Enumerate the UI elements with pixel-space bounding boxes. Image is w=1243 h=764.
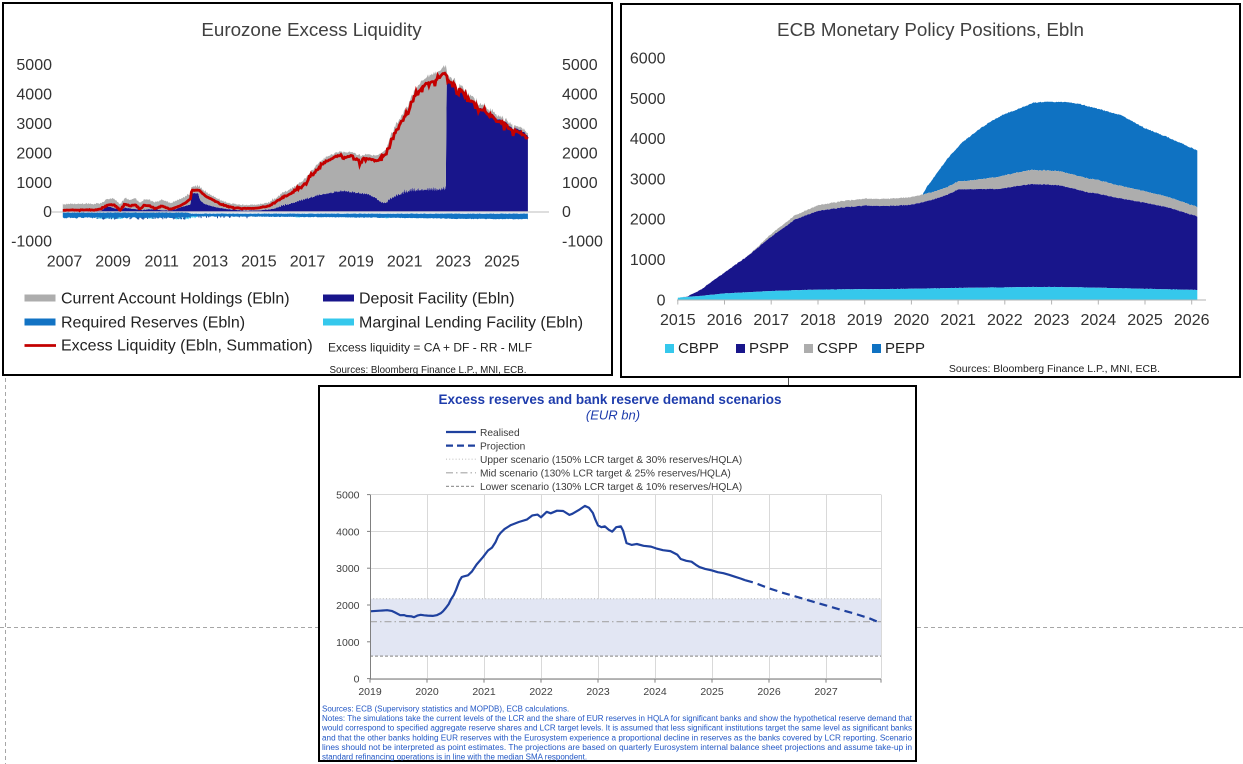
svg-text:2009: 2009 [95, 254, 131, 271]
svg-text:Excess liquidity = CA + DF - R: Excess liquidity = CA + DF - RR - MLF [328, 341, 532, 355]
svg-text:2026: 2026 [1174, 312, 1210, 329]
svg-text:Marginal Lending Facility (Ebl: Marginal Lending Facility (Ebln) [359, 315, 583, 332]
svg-text:5000: 5000 [336, 490, 360, 502]
svg-text:2024: 2024 [1081, 312, 1117, 329]
svg-text:2007: 2007 [47, 254, 83, 271]
svg-text:2021: 2021 [387, 254, 423, 271]
svg-text:1000: 1000 [562, 175, 598, 192]
svg-text:2019: 2019 [358, 686, 382, 698]
svg-text:2023: 2023 [436, 254, 472, 271]
svg-text:5000: 5000 [16, 57, 52, 74]
svg-text:1000: 1000 [630, 252, 666, 269]
svg-text:Deposit Facility (Ebln): Deposit Facility (Ebln) [359, 291, 515, 308]
svg-text:Mid scenario (130% LCR target: Mid scenario (130% LCR target & 25% rese… [480, 469, 731, 480]
svg-text:Required Reserves (Ebln): Required Reserves (Ebln) [61, 315, 245, 332]
svg-text:2017: 2017 [753, 312, 789, 329]
svg-text:2019: 2019 [847, 312, 883, 329]
svg-text:and that the other banks holdi: and that the other banks holding EUR res… [322, 733, 913, 742]
svg-text:2024: 2024 [643, 686, 667, 698]
svg-text:2000: 2000 [562, 145, 598, 162]
svg-text:2000: 2000 [630, 212, 666, 229]
svg-text:4000: 4000 [16, 87, 52, 104]
svg-text:2015: 2015 [660, 312, 696, 329]
svg-text:2021: 2021 [472, 686, 496, 698]
svg-text:Sources: Bloomberg Finance L.P: Sources: Bloomberg Finance L.P., MNI, EC… [330, 365, 527, 376]
svg-text:2013: 2013 [193, 254, 229, 271]
svg-text:2025: 2025 [1127, 312, 1163, 329]
svg-text:3000: 3000 [562, 116, 598, 133]
svg-text:ECB Monetary Policy Positions,: ECB Monetary Policy Positions, Ebln [777, 19, 1084, 40]
svg-text:(EUR bn): (EUR bn) [586, 408, 640, 423]
svg-text:2019: 2019 [338, 254, 374, 271]
svg-text:1000: 1000 [16, 175, 52, 192]
svg-text:Upper scenario (150% LCR targe: Upper scenario (150% LCR target & 30% re… [480, 455, 742, 466]
svg-text:CBPP: CBPP [678, 340, 719, 357]
svg-text:PSPP: PSPP [749, 340, 789, 357]
svg-text:2018: 2018 [800, 312, 836, 329]
svg-text:Excess reserves and bank reser: Excess reserves and bank reserve demand … [439, 392, 782, 407]
svg-text:Realised: Realised [480, 428, 520, 439]
svg-text:6000: 6000 [630, 51, 666, 68]
svg-text:PEPP: PEPP [885, 340, 925, 357]
svg-text:2027: 2027 [814, 686, 838, 698]
svg-text:2022: 2022 [987, 312, 1023, 329]
svg-text:2000: 2000 [16, 145, 52, 162]
svg-text:3000: 3000 [16, 116, 52, 133]
svg-text:Notes: The simulations take th: Notes: The simulations take the current … [322, 714, 913, 723]
svg-text:0: 0 [43, 204, 52, 221]
svg-text:0: 0 [657, 292, 666, 309]
svg-text:Eurozone Excess Liquidity: Eurozone Excess Liquidity [201, 19, 422, 40]
svg-text:2016: 2016 [707, 312, 743, 329]
svg-text:3000: 3000 [630, 171, 666, 188]
svg-text:would correspond to specified: would correspond to specified aggregate … [321, 724, 912, 733]
svg-text:Current Account Holdings (Ebln: Current Account Holdings (Ebln) [61, 291, 290, 308]
svg-text:2011: 2011 [144, 254, 179, 271]
svg-text:4000: 4000 [336, 526, 360, 538]
svg-text:-1000: -1000 [562, 234, 603, 251]
svg-text:2021: 2021 [940, 312, 976, 329]
svg-text:5000: 5000 [630, 91, 666, 108]
svg-text:Excess Liquidity (Ebln, Summat: Excess Liquidity (Ebln, Summation) [61, 338, 313, 355]
svg-text:0: 0 [354, 674, 360, 686]
svg-text:0: 0 [562, 204, 571, 221]
svg-text:4000: 4000 [630, 131, 666, 148]
svg-text:-1000: -1000 [11, 234, 52, 251]
svg-text:1000: 1000 [336, 637, 360, 649]
svg-text:2022: 2022 [529, 686, 553, 698]
svg-text:5000: 5000 [562, 57, 598, 74]
svg-text:Sources: ECB (Supervisory stat: Sources: ECB (Supervisory statistics and… [322, 705, 569, 714]
svg-text:2020: 2020 [894, 312, 930, 329]
svg-text:2015: 2015 [241, 254, 277, 271]
svg-text:2023: 2023 [586, 686, 610, 698]
svg-text:2000: 2000 [336, 600, 360, 612]
svg-text:Lower scenario (130% LCR targe: Lower scenario (130% LCR target & 10% re… [480, 482, 742, 493]
svg-text:Projection: Projection [480, 441, 525, 452]
svg-text:2025: 2025 [484, 254, 520, 271]
svg-text:2026: 2026 [757, 686, 781, 698]
svg-text:CSPP: CSPP [817, 340, 858, 357]
svg-text:2025: 2025 [700, 686, 724, 698]
svg-text:2017: 2017 [290, 254, 326, 271]
svg-text:standard refinancing operation: standard refinancing operations is in li… [322, 753, 587, 762]
svg-text:4000: 4000 [562, 87, 598, 104]
svg-text:2023: 2023 [1034, 312, 1070, 329]
svg-text:3000: 3000 [336, 563, 360, 575]
svg-text:Sources: Bloomberg Finance L.P: Sources: Bloomberg Finance L.P., MNI, EC… [949, 363, 1160, 375]
svg-text:lines should not be interprete: lines should not be interpreted as point… [322, 743, 912, 752]
svg-text:2020: 2020 [415, 686, 439, 698]
